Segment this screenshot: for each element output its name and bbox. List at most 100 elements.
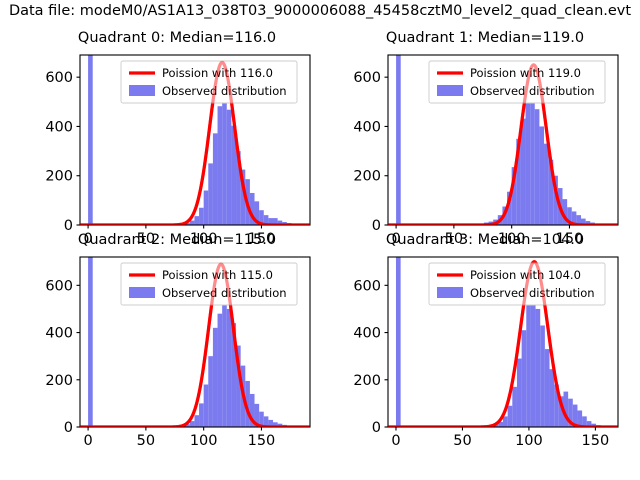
histogram-bar: [194, 415, 200, 427]
histogram-bar: [203, 190, 209, 225]
histogram-bar: [396, 55, 401, 225]
histogram-bar: [507, 405, 513, 427]
histogram-bar: [512, 386, 517, 427]
histogram-bar: [259, 210, 264, 225]
histogram-bar: [521, 330, 527, 427]
histogram-bar: [222, 298, 227, 427]
x-tick-label: 0: [83, 231, 92, 247]
y-tick-label: 0: [372, 218, 381, 234]
histogram-bar: [185, 223, 190, 225]
legend[interactable]: Poission with 119.0 Observed distribution: [428, 60, 606, 104]
subplot-title: Quadrant 3: Median=104.0: [385, 232, 585, 248]
y-tick-label: 600: [45, 278, 73, 294]
histogram-bar: [263, 416, 269, 427]
histogram-bar: [203, 384, 209, 427]
legend-label-poisson: Poission with 115.0: [162, 268, 273, 282]
poisson-fit-curve-overlay: [80, 60, 310, 225]
histogram-bar: [498, 421, 503, 427]
histogram-bar: [493, 424, 499, 427]
histogram-bar: [217, 106, 223, 225]
histogram-bars: [395, 257, 615, 427]
histogram-bar: [511, 167, 517, 225]
x-tick-label: 50: [445, 231, 463, 247]
histogram-bar: [544, 143, 549, 225]
legend-box: [428, 60, 606, 104]
histogram-bar: [185, 424, 190, 427]
histogram-bar: [577, 410, 583, 427]
y-tick-label: 400: [45, 326, 73, 342]
x-tick-label: 50: [453, 433, 471, 449]
histogram-bar: [226, 109, 232, 225]
histogram-bar: [562, 199, 568, 225]
histogram-bar: [254, 201, 260, 225]
legend-swatch-observed: [129, 287, 155, 298]
histogram-bar: [558, 396, 564, 427]
axes-spines: [387, 54, 619, 226]
legend-label-poisson: Poission with 104.0: [470, 268, 581, 282]
y-tick-label: 400: [353, 326, 381, 342]
histogram-bar: [535, 308, 541, 427]
poisson-fit-curve-overlay: [388, 63, 618, 225]
subplot-quadrant-3: Quadrant 3: Median=104.0: [340, 232, 630, 444]
histogram-bar: [222, 84, 227, 225]
poisson-fit-curve-overlay: [80, 262, 310, 427]
histogram-bar: [539, 126, 545, 225]
histogram-bar: [231, 125, 237, 225]
histogram-bar: [503, 416, 508, 427]
x-tick-label: 100: [498, 231, 526, 247]
histogram-bar: [548, 159, 554, 225]
histogram-bar: [245, 380, 250, 427]
x-tick-label: 100: [515, 433, 543, 449]
histogram-bar: [273, 218, 278, 225]
legend-label-observed: Observed distribution: [162, 286, 287, 300]
histogram-bar: [226, 308, 232, 427]
legend-swatch-observed: [437, 85, 463, 96]
histogram-bar: [567, 207, 572, 225]
histogram-bar: [586, 421, 592, 427]
x-tick-label: 150: [556, 231, 584, 247]
y-tick-label: 400: [45, 119, 73, 135]
histogram-bar: [553, 175, 558, 225]
y-tick-label: 600: [353, 70, 381, 86]
histogram-bar: [507, 191, 512, 225]
histogram-bar: [199, 207, 204, 225]
y-tick-label: 600: [45, 70, 73, 86]
x-tick-label: 100: [190, 231, 218, 247]
histogram-bar: [212, 133, 218, 225]
subplot-quadrant-2: Quadrant 2: Median=115.0: [32, 232, 322, 444]
x-tick-label: 50: [137, 433, 155, 449]
histogram-bar: [520, 118, 526, 225]
histogram-bar: [572, 404, 578, 427]
histogram-bar: [563, 391, 569, 427]
y-tick-label: 200: [353, 169, 381, 185]
x-tick-label: 150: [248, 433, 276, 449]
histogram-bar: [544, 349, 550, 427]
histogram-bar: [568, 398, 573, 427]
histogram-bar: [236, 151, 241, 225]
histogram-bar: [189, 421, 195, 427]
y-tick-label: 0: [64, 218, 73, 234]
histogram-bar: [540, 325, 545, 427]
histogram-bar: [268, 419, 274, 427]
legend[interactable]: Poission with 116.0 Observed distribution: [120, 60, 298, 104]
y-tick-label: 400: [353, 119, 381, 135]
histogram-bar: [516, 358, 522, 427]
histogram-bar: [395, 257, 401, 427]
x-tick-label: 0: [391, 433, 400, 449]
legend[interactable]: Poission with 115.0 Observed distribution: [120, 262, 298, 306]
legend[interactable]: Poission with 104.0 Observed distribution: [428, 262, 606, 306]
histogram-bar: [530, 294, 536, 427]
axes-quadrant-1: 0 50 100 150 0 200 400 600 Poission with 119.0 Ob…: [353, 54, 619, 247]
histogram-bar: [576, 215, 582, 225]
poisson-fit-curve: [388, 260, 618, 427]
x-tick-label: 0: [391, 231, 400, 247]
legend-label-poisson: Poission with 119.0: [470, 66, 581, 80]
histogram-bar: [212, 327, 218, 427]
histogram-bar: [194, 216, 200, 225]
axes-quadrant-0: 0 50 100 150 0 200 400 600 Poission with 116.0 Ob…: [45, 54, 311, 247]
x-tick-label: 0: [83, 433, 92, 449]
histogram-bar: [516, 138, 521, 225]
y-tick-label: 200: [45, 169, 73, 185]
axes-quadrant-3: 0 50 100 150 0 200 400 600 Poission with 104.0 Ob…: [353, 256, 619, 449]
